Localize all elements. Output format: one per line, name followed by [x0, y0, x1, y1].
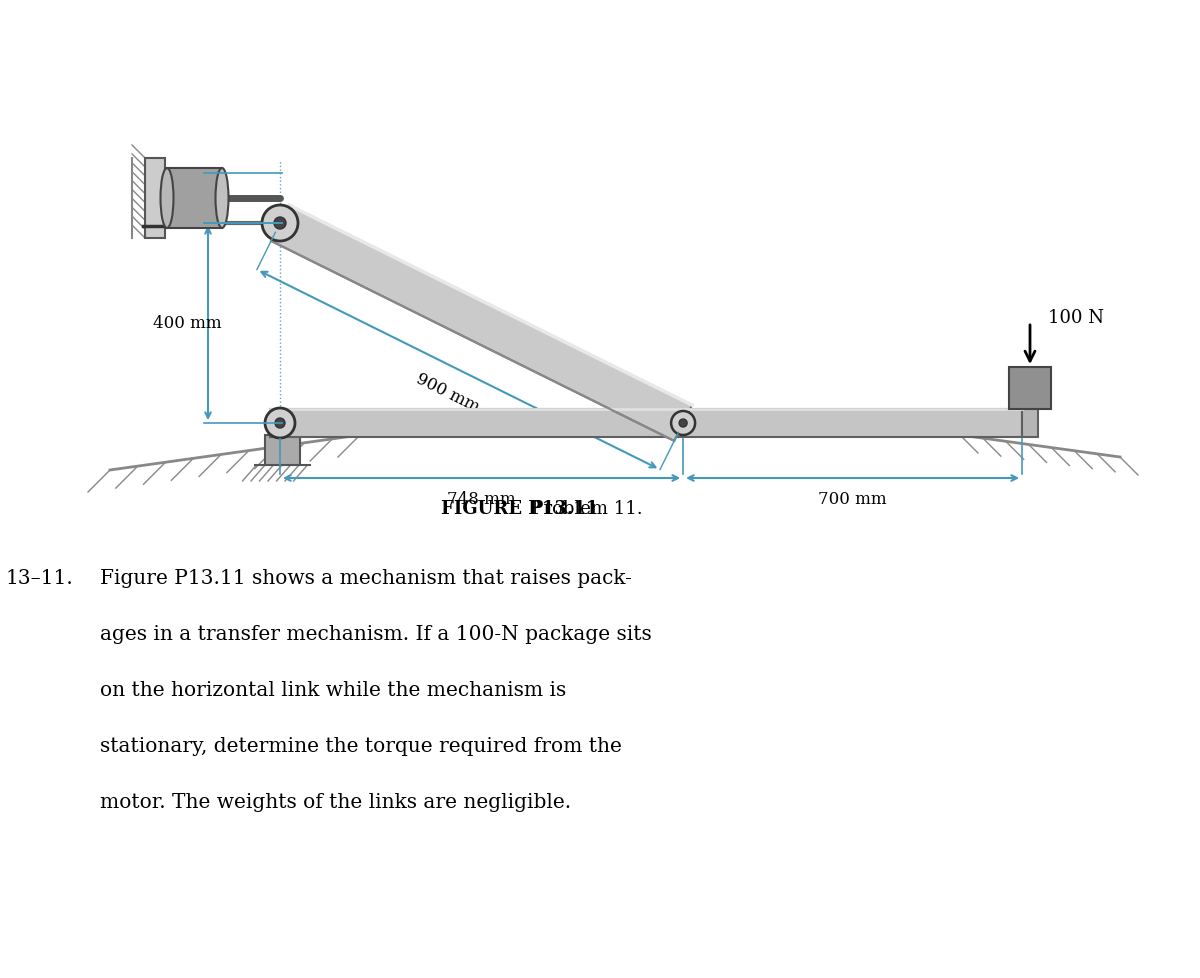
Text: ages in a transfer mechanism. If a 100-N package sits: ages in a transfer mechanism. If a 100-N… — [100, 624, 652, 644]
Polygon shape — [167, 169, 222, 229]
Text: motor. The weights of the links are negligible.: motor. The weights of the links are negl… — [100, 792, 571, 811]
Text: Figure P13.11 shows a mechanism that raises pack-: Figure P13.11 shows a mechanism that rai… — [100, 568, 632, 588]
Polygon shape — [145, 158, 166, 239]
Polygon shape — [1009, 368, 1051, 410]
Circle shape — [274, 218, 286, 230]
Polygon shape — [271, 206, 692, 441]
Ellipse shape — [161, 169, 174, 229]
Text: Problem 11.: Problem 11. — [520, 500, 643, 517]
Circle shape — [679, 420, 688, 427]
Ellipse shape — [216, 169, 228, 229]
Circle shape — [262, 205, 298, 242]
Text: 700 mm: 700 mm — [818, 491, 887, 508]
Circle shape — [275, 419, 286, 428]
Polygon shape — [1022, 374, 1038, 437]
Circle shape — [671, 412, 695, 435]
Text: 400 mm: 400 mm — [154, 315, 222, 333]
Text: 748 mm: 748 mm — [448, 491, 516, 508]
FancyBboxPatch shape — [264, 435, 300, 466]
Text: FIGURE P13.11: FIGURE P13.11 — [442, 500, 599, 517]
Text: 13–11.: 13–11. — [5, 568, 73, 588]
Text: stationary, determine the torque required from the: stationary, determine the torque require… — [100, 736, 622, 755]
Circle shape — [265, 409, 295, 438]
Polygon shape — [270, 410, 1022, 437]
Text: 900 mm: 900 mm — [413, 370, 481, 416]
Text: on the horizontal link while the mechanism is: on the horizontal link while the mechani… — [100, 681, 566, 699]
Text: 100 N: 100 N — [1048, 309, 1104, 327]
Text: 100 mm: 100 mm — [154, 191, 222, 207]
